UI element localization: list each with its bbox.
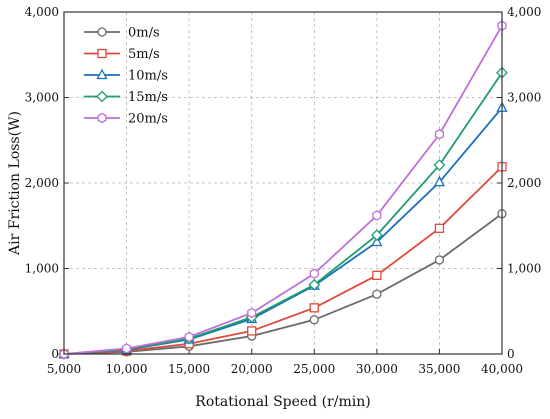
y-tick-label-left: 0	[51, 347, 59, 361]
x-tick-label: 10,000	[106, 362, 148, 376]
x-tick-label: 35,000	[418, 362, 460, 376]
series-line	[63, 166, 503, 355]
data-point	[371, 235, 383, 247]
y-tick-label-right: 3,000	[507, 91, 541, 105]
legend-item: 15m/s	[84, 90, 168, 105]
data-point	[434, 223, 445, 233]
legend-marker	[96, 68, 108, 80]
data-point	[433, 159, 446, 171]
x-tick-label: 5,000	[47, 362, 81, 376]
data-point	[433, 175, 446, 187]
data-point	[434, 129, 444, 140]
y-tick-label-right: 1,000	[507, 262, 541, 276]
y-tick-label-right: 2,000	[507, 176, 541, 190]
y-tick-label-right: 0	[507, 347, 515, 361]
y-tick-label-left: 1,000	[25, 262, 59, 276]
data-point	[309, 315, 319, 325]
data-point	[372, 289, 382, 299]
plot-frame	[63, 11, 503, 355]
legend-label: 0m/s	[128, 26, 160, 41]
legend: 0m/s 5m/s 10m/s 15m/s 20m/s	[84, 26, 168, 127]
legend-marker	[97, 27, 107, 37]
data-point	[308, 278, 321, 291]
legend-item: 5m/s	[84, 47, 160, 62]
x-tick-label: 20,000	[231, 362, 273, 376]
tick-labels: 5,000 10,000 15,000 20,000 25,000 30,000 35,00…	[25, 5, 542, 376]
y-tick-label-left: 3,000	[25, 91, 59, 105]
legend-label: 5m/s	[128, 47, 160, 62]
legend-item: 10m/s	[84, 69, 168, 84]
legend-label: 20m/s	[128, 112, 168, 127]
x-tick-label: 25,000	[293, 362, 335, 376]
data-point	[247, 307, 257, 319]
x-tick-label: 30,000	[356, 362, 398, 376]
y-axis-label: Air Friction Loss(W)	[7, 111, 23, 256]
legend-marker	[96, 90, 108, 103]
series-line	[63, 25, 503, 355]
series-group	[58, 20, 508, 360]
x-axis-label: Rotational Speed (r/min)	[195, 394, 370, 410]
data-point	[184, 331, 194, 343]
x-tick-label: 15,000	[168, 362, 210, 376]
data-point	[122, 343, 132, 354]
data-point	[372, 210, 382, 221]
y-tick-label-right: 4,000	[507, 5, 541, 19]
data-point	[372, 270, 382, 280]
legend-item: 20m/s	[84, 112, 168, 127]
data-point	[309, 268, 319, 279]
series-15m/s	[58, 66, 508, 360]
data-point	[434, 255, 445, 265]
x-tick-label: 40,000	[481, 362, 523, 376]
series-line	[63, 72, 503, 355]
series-20m/s	[59, 20, 507, 360]
y-tick-label-left: 2,000	[25, 176, 59, 190]
data-point	[247, 326, 257, 336]
legend-marker	[97, 112, 107, 124]
legend-marker	[97, 48, 107, 59]
data-point	[309, 303, 319, 313]
legend-label: 10m/s	[128, 69, 168, 84]
y-tick-label-left: 4,000	[25, 5, 59, 19]
legend-label: 15m/s	[128, 90, 168, 105]
data-point	[370, 229, 383, 242]
series-line	[63, 213, 503, 355]
legend-item: 0m/s	[84, 26, 160, 41]
